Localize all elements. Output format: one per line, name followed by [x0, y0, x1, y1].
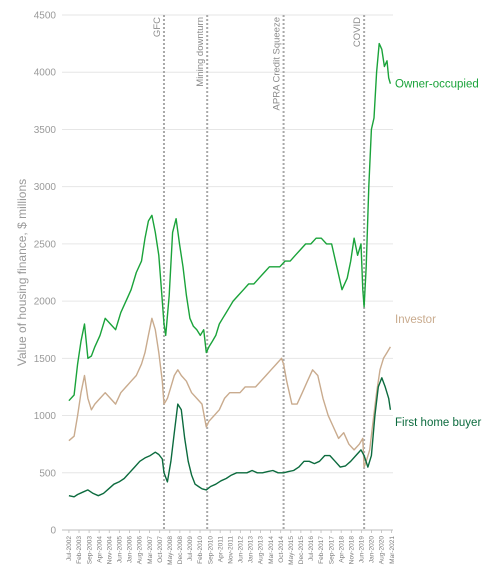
x-tick-label: Jan-2020	[369, 536, 376, 563]
x-tick-label: Nov-2018	[348, 536, 355, 565]
x-tick-label: Mar-2007	[147, 536, 154, 564]
y-tick-label: 2500	[34, 239, 57, 250]
x-tick-label: Dec-2015	[298, 536, 305, 565]
series-line-1	[68, 317, 392, 468]
event-label: APRA Credit Squeeze	[272, 17, 283, 110]
x-tick-label: Sep-2017	[328, 536, 335, 565]
series-lines	[68, 42, 392, 498]
y-tick-label: 3000	[34, 182, 57, 193]
series-label: Owner-occupied	[395, 79, 479, 91]
series-line-2	[68, 377, 392, 498]
event-markers: GFC Mining downturn APRA Credit Squeeze COV…	[152, 15, 366, 530]
x-tick-label: Mar-2021	[389, 536, 396, 564]
y-tick-label: 2000	[34, 297, 57, 308]
y-tick-label: 4000	[34, 68, 57, 79]
x-tick-label: Jan-2013	[248, 536, 255, 563]
x-tick-label: Jun-2019	[359, 536, 366, 563]
x-tick-label: Mar-2014	[268, 536, 275, 564]
gridlines	[62, 14, 393, 474]
series-label: First home buyer	[395, 417, 481, 429]
x-tick-label: Oct-2007	[157, 536, 164, 563]
x-tick-label: May-2008	[167, 536, 174, 565]
y-tick-label: 500	[39, 468, 56, 479]
x-tick-label: Feb-2003	[76, 536, 83, 564]
x-tick-label: Aug-2013	[258, 536, 265, 565]
x-tick-label: Sep-2003	[86, 536, 93, 565]
x-tick-label: Jan-2006	[127, 536, 134, 563]
series-line-0	[68, 42, 392, 402]
x-tick-labels: Jul-2002 Feb-2003 Sep-2003 Apr-2004 Nov-2004…	[66, 530, 396, 565]
x-tick-label: Feb-2010	[197, 536, 204, 564]
x-tick-label: Feb-2017	[318, 536, 325, 564]
series-label: Investor	[395, 314, 436, 326]
x-tick-label: Dec-2008	[177, 536, 184, 565]
y-tick-label: 1000	[34, 411, 57, 422]
y-axis-label: Value of housing finance, $ millions	[15, 179, 29, 366]
y-tick-labels: 0 500 1000 1500 2000 2500 3000 3500 4000 4500	[34, 11, 57, 537]
x-tick-label: Apr-2011	[217, 536, 224, 563]
event-label: GFC	[152, 17, 163, 37]
y-tick-label: 0	[50, 526, 56, 537]
x-tick-label: Oct-2014	[278, 536, 285, 563]
x-tick-label: Jul-2009	[187, 536, 194, 561]
x-tick-label: Apr-2004	[96, 536, 103, 563]
x-tick-label: Sep-2010	[207, 536, 214, 565]
x-tick-label: Jul-2002	[66, 536, 73, 561]
x-tick-label: Jun-2012	[238, 536, 245, 563]
x-tick-label: Aug-2006	[137, 536, 144, 565]
series-labels: Owner-occupied Investor First home buyer	[395, 79, 481, 429]
x-tick-label: Aug-2020	[379, 536, 386, 565]
event-label: Mining downturn	[195, 17, 206, 87]
x-tick-label: Apr-2018	[338, 536, 345, 563]
x-tick-label: Nov-2004	[106, 536, 113, 565]
x-tick-label: May-2015	[288, 536, 295, 565]
y-tick-label: 3500	[34, 125, 57, 136]
x-tick-label: Nov-2011	[227, 536, 234, 564]
y-tick-label: 1500	[34, 354, 57, 365]
x-tick-label: Jul-2016	[308, 536, 315, 561]
y-tick-label: 4500	[34, 11, 57, 22]
x-tick-label: Jun-2005	[117, 536, 124, 563]
event-label: COVID	[352, 17, 363, 47]
